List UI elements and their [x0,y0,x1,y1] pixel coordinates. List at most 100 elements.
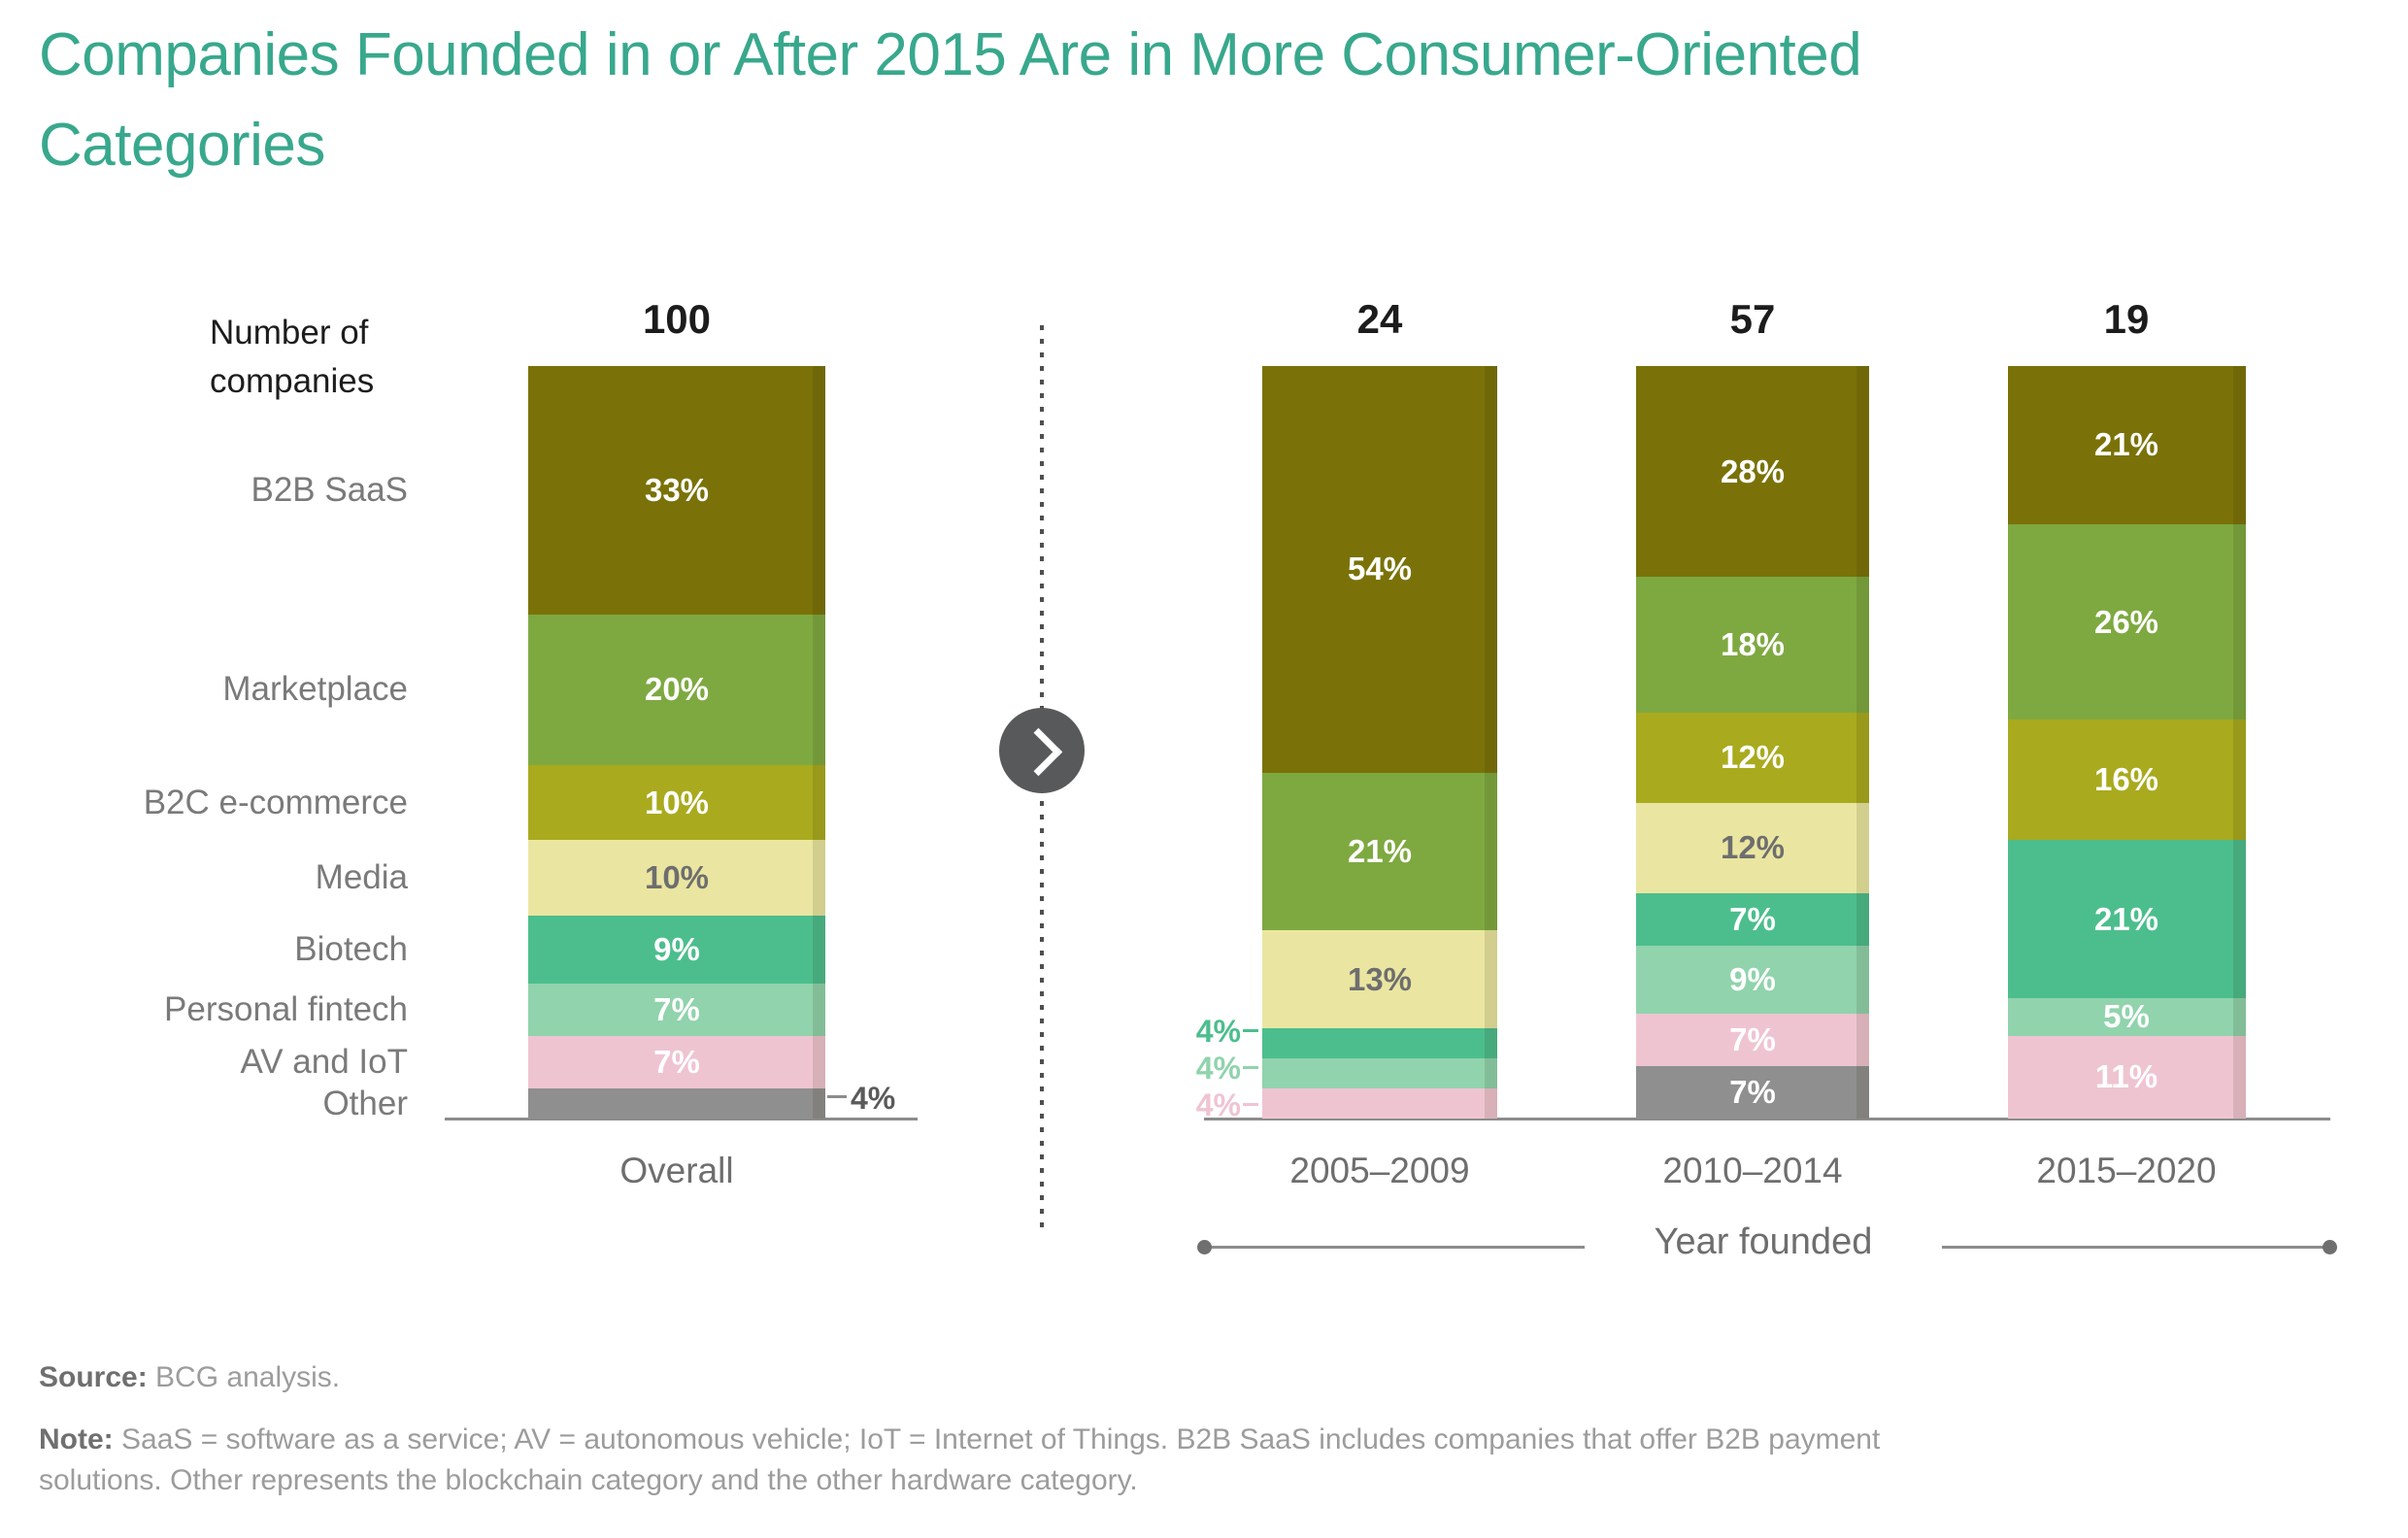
note-line: Note: SaaS = software as a service; AV =… [39,1420,2311,1501]
segment-value-label: 21% [2093,900,2159,937]
segment-value-label: 7% [1729,900,1776,937]
source-line: Source: BCG analysis. [39,1357,2311,1398]
segment-value-label: 21% [2093,426,2159,463]
bar-total-y2015: 19 [2103,296,2150,342]
category-label-other: Other [322,1084,408,1122]
chart-title: Companies Founded in or After 2015 Are i… [39,21,1862,179]
note-text-line1: SaaS = software as a service; AV = auton… [121,1423,1881,1455]
bar-segment-media: 13% [1262,930,1497,1028]
segment-callout-label: 4% [1195,1013,1241,1049]
segment-value-label: 7% [653,1043,700,1080]
segment-callout-line [1243,1028,1258,1032]
segment-value-label: 11% [2094,1058,2158,1095]
segment-value-label: 28% [1720,452,1786,489]
x-label-overall: Overall [619,1151,734,1190]
segment-value-label: 26% [2093,603,2159,640]
bar-segment-other [528,1088,825,1119]
bar-segment-media: 10% [528,840,825,916]
bar-segment-b2b-saas: 28% [1636,366,1869,577]
bar-segment-biotech: 7% [1636,892,1869,946]
x-label-y2010: 2010–2014 [1662,1151,1843,1190]
segment-value-label: 12% [1720,829,1786,865]
segment-value-label: 54% [1347,551,1413,587]
source-label: Source: [39,1361,148,1393]
segment-callout-line [1243,1102,1258,1106]
bar-segment-media: 12% [1636,802,1869,893]
segment-callout-line [1243,1065,1258,1069]
bar-segment-b2c-e-commerce: 12% [1636,712,1869,803]
bar-segment-av-and-iot [1262,1088,1497,1119]
x-axis-title: Year founded [1654,1221,1873,1262]
category-label-biotech: Biotech [294,929,408,968]
bar-segment-personal-fintech [1262,1058,1497,1088]
right-baseline [1204,1118,2330,1120]
segment-value-label: 20% [644,671,710,708]
x-label-y2005: 2005–2009 [1289,1151,1470,1190]
bar-segment-marketplace: 18% [1636,577,1869,713]
segment-value-label: 13% [1347,960,1413,997]
segment-callout-label: 4% [851,1081,896,1116]
source-text: BCG analysis. [155,1361,341,1393]
bar-segment-marketplace: 21% [1262,772,1497,931]
bar-segment-av-and-iot: 11% [2007,1035,2246,1119]
chevron-glyph [1014,727,1063,777]
y-axis-note: Number of companies [210,309,374,406]
segment-callout-label: 4% [1195,1087,1241,1122]
bar-segment-b2b-saas: 33% [528,366,825,615]
y-axis-note-line1: Number of [210,314,369,351]
x-axis-line-right [1942,1246,2330,1249]
note-text-line2: solutions. Other represents the blockcha… [39,1464,1138,1496]
segment-value-label: 7% [653,990,700,1027]
bar-total-y2010: 57 [1729,296,1776,342]
bar-segment-b2c-e-commerce: 10% [528,764,825,841]
left-baseline [445,1118,918,1120]
segment-value-label: 16% [2093,761,2159,798]
x-label-y2015: 2015–2020 [2036,1151,2217,1190]
bar-segment-marketplace: 26% [2007,523,2246,720]
segment-value-label: 7% [1729,1020,1776,1057]
bar-segment-personal-fintech: 7% [528,983,825,1036]
segment-value-label: 7% [1729,1073,1776,1110]
stacked-bar-y2015: 21% 26% 16% 21% 5% 11% [2007,366,2246,1119]
bar-segment-b2b-saas: 54% [1262,366,1497,773]
x-axis-dot-left [1197,1240,1212,1254]
bar-segment-b2c-e-commerce: 16% [2007,719,2246,841]
bar-segment-personal-fintech: 5% [2007,998,2246,1036]
segment-value-label: 18% [1720,625,1786,662]
bar-segment-biotech [1262,1028,1497,1058]
stacked-bar-y2005: 54% 21% 13% [1262,366,1497,1119]
segment-value-label: 12% [1720,739,1786,775]
category-label-personal-fintech: Personal fintech [164,989,408,1028]
bar-segment-biotech: 9% [528,915,825,984]
category-label-b2c-e-commerce: B2C e-commerce [143,783,408,821]
note-label: Note: [39,1423,114,1455]
bar-total-y2005: 24 [1356,296,1403,342]
bar-segment-b2b-saas: 21% [2007,366,2246,524]
bar-segment-av-and-iot: 7% [1636,1013,1869,1066]
segment-value-label: 10% [644,859,710,895]
segment-value-label: 33% [644,471,710,508]
segment-value-label: 9% [1729,960,1776,997]
chevron-right-icon [999,708,1085,793]
stacked-bar-overall: 33% 20% 10% 10% 9% 7% 7% [528,366,825,1119]
bar-segment-av-and-iot: 7% [528,1035,825,1088]
category-label-marketplace: Marketplace [222,670,408,709]
segment-value-label: 21% [1347,832,1413,869]
segment-value-label: 5% [2103,998,2150,1035]
segment-callout-label: 4% [1195,1050,1241,1086]
segment-value-label: 9% [653,930,700,967]
x-axis-dot-right [2323,1240,2337,1254]
bar-segment-other: 7% [1636,1065,1869,1119]
bar-segment-biotech: 21% [2007,840,2246,998]
stacked-bar-y2010: 28% 18% 12% 12% 7% 9% 7% 7% [1636,366,1869,1119]
bar-total-overall: 100 [642,296,712,342]
segment-value-label: 10% [644,784,710,820]
y-axis-note-line2: companies [210,362,375,400]
segment-callout-line [827,1095,847,1098]
category-label-media: Media [315,858,408,896]
bar-segment-personal-fintech: 9% [1636,945,1869,1014]
category-label-av-and-iot: AV and IoT [240,1042,408,1081]
bar-segment-marketplace: 20% [528,614,825,765]
category-label-b2b-saas: B2B SaaS [251,470,409,509]
